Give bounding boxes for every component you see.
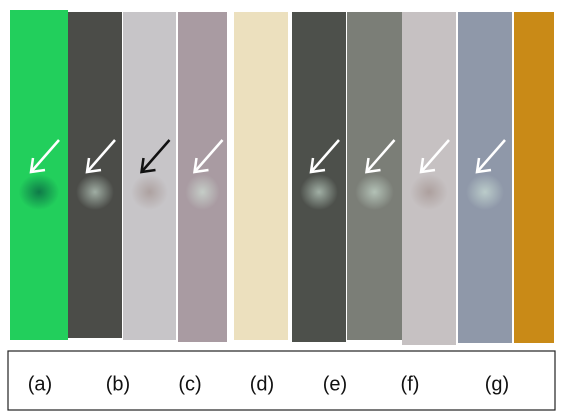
body: {"labels": ["(a)", "(b)", "(c)", "(d)", … [0,0,563,412]
tlc-spot [300,174,338,210]
tlc-spot [76,174,114,210]
tlc-spot [410,174,448,210]
labels: (a) (b) (c) (d) (e) (f) (g) [28,373,509,395]
tlc-spot [355,174,394,210]
strip-label: (f) [401,373,420,395]
strip-label: (g) [485,373,509,395]
tlc-strip [234,12,288,340]
page: TLC strips html, body { margin: 0; paddi… [0,0,563,412]
strip-label: (a) [28,373,52,395]
strip-label: (b) [106,373,130,395]
tlc-spot [131,174,168,210]
strips [10,10,554,345]
strip-label: (d) [250,373,274,395]
tlc-spot [185,174,219,210]
strip-label: (e) [323,373,347,395]
tlc-spot [19,174,60,210]
figure: (a) (b) (c) (d) (e) (f) (g) [0,0,563,412]
tlc-strip [514,12,554,343]
tlc-spot [466,174,504,210]
strip-label: (c) [178,373,201,395]
label-box [8,351,555,410]
